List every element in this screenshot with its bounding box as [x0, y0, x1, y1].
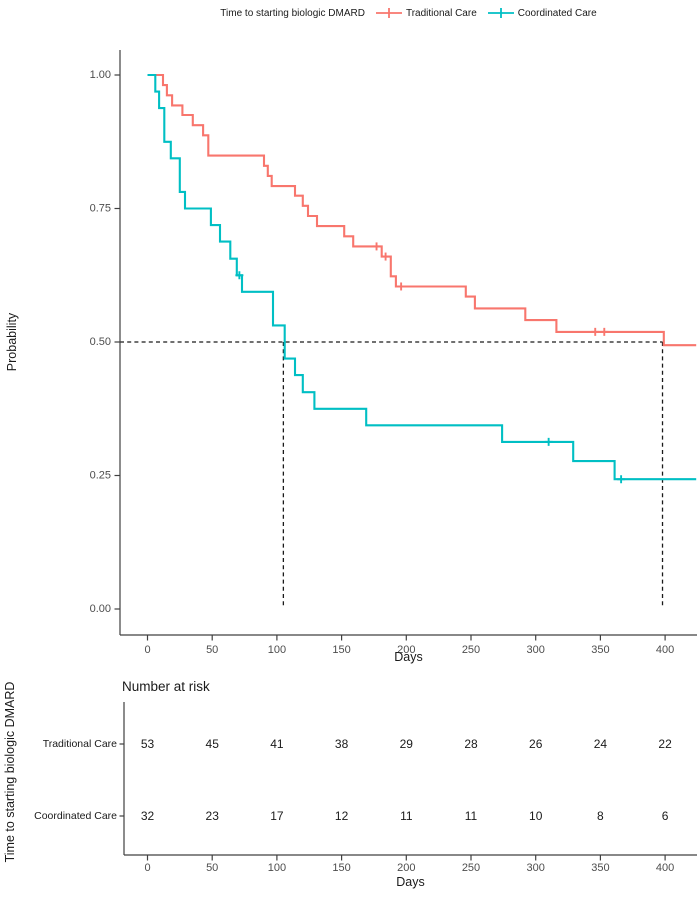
- y-tick-label: 0.00: [90, 603, 111, 615]
- risk-count: 28: [464, 737, 478, 751]
- risk-count: 17: [270, 809, 284, 823]
- x-tick-label: 250: [462, 644, 480, 656]
- x-tick-label: 50: [206, 644, 218, 656]
- risk-x-tick-label: 100: [268, 862, 286, 874]
- x-tick-label: 0: [144, 644, 150, 656]
- censor-mark-icon: [544, 437, 553, 446]
- risk-count: 12: [335, 809, 349, 823]
- km-curve-traditional: [147, 73, 697, 347]
- km-curve-coordinated: [147, 73, 697, 481]
- y-tick-label: 0.50: [90, 336, 111, 348]
- censor-mark-icon: [381, 252, 390, 261]
- y-tick-label: 1.00: [90, 69, 111, 81]
- risk-count: 11: [400, 809, 413, 823]
- censor-mark-icon: [591, 327, 600, 336]
- risk-count: 23: [206, 809, 220, 823]
- y-axis-title: Probability: [5, 312, 19, 371]
- survival-curves-group: [147, 73, 697, 481]
- x-tick-label: 150: [332, 644, 350, 656]
- risk-count: 29: [400, 737, 414, 751]
- censor-mark-icon: [235, 271, 244, 280]
- censor-mark-icon: [372, 242, 381, 251]
- axes-group: 1.00 0.75 0.50 0.25 0.00 0 50 100 150 200 250 300 35…: [5, 50, 697, 664]
- legend-item-traditional: Traditional Care: [375, 7, 477, 19]
- censor-marks-group: [235, 242, 626, 484]
- risk-count: 41: [270, 737, 284, 751]
- risk-row-label-traditional: Traditional Care: [43, 738, 117, 750]
- risk-count: 22: [658, 737, 672, 751]
- legend-item-label: Coordinated Care: [517, 7, 597, 19]
- km-legend: Time to starting biologic DMARD Traditio…: [120, 7, 697, 19]
- risk-count: 53: [141, 737, 155, 751]
- x-tick-label: 400: [656, 644, 674, 656]
- censor-mark-icon: [600, 327, 609, 336]
- risk-x-tick-label: 50: [206, 862, 218, 874]
- risk-x-tick-label: 150: [332, 862, 350, 874]
- x-tick-label: 300: [527, 644, 545, 656]
- risk-count: 26: [529, 737, 543, 751]
- risk-x-tick-label: 400: [656, 862, 674, 874]
- risk-count: 11: [465, 809, 478, 823]
- censor-mark-icon: [617, 475, 626, 484]
- risk-x-tick-label: 200: [397, 862, 415, 874]
- risk-count: 6: [662, 809, 669, 823]
- risk-x-tick-label: 250: [462, 862, 480, 874]
- risk-x-tick-label: 300: [527, 862, 545, 874]
- risk-table-x-axis-title: Days: [396, 875, 424, 889]
- legend-item-label: Traditional Care: [405, 7, 477, 19]
- risk-x-tick-label: 0: [144, 862, 150, 874]
- risk-count: 45: [206, 737, 220, 751]
- legend-item-coordinated: Coordinated Care: [487, 7, 597, 19]
- median-lines-group: [120, 341, 664, 608]
- legend-title: Time to starting biologic DMARD: [220, 7, 365, 19]
- risk-count: 38: [335, 737, 349, 751]
- y-tick-label: 0.25: [90, 470, 111, 482]
- x-axis-title: Days: [394, 650, 422, 664]
- risk-count: 32: [141, 809, 155, 823]
- risk-row-label-coordinated: Coordinated Care: [34, 810, 117, 822]
- risk-table-row: Coordinated Care 32 23 17 12 11 11 10 8 6: [34, 809, 669, 823]
- risk-count: 10: [529, 809, 543, 823]
- y-tick-label: 0.75: [90, 203, 111, 215]
- x-tick-label: 200: [397, 644, 415, 656]
- x-tick-label: 100: [268, 644, 286, 656]
- risk-table-row: Traditional Care 53 45 41 38 29 28 26 24 22: [43, 737, 672, 751]
- risk-x-tick-label: 350: [591, 862, 609, 874]
- x-tick-label: 350: [591, 644, 609, 656]
- risk-count: 24: [594, 737, 608, 751]
- risk-table-group: Number at risk Traditional Care 53 45 41 38 29…: [3, 679, 697, 889]
- legend-key-line-plus-icon: [487, 8, 514, 18]
- risk-count: 8: [597, 809, 604, 823]
- risk-table-y-axis-title: Time to starting biologic DMARD: [3, 682, 17, 863]
- censor-mark-icon: [397, 282, 406, 291]
- risk-table-title: Number at risk: [122, 679, 210, 694]
- legend-key-line-plus-icon: [375, 8, 402, 18]
